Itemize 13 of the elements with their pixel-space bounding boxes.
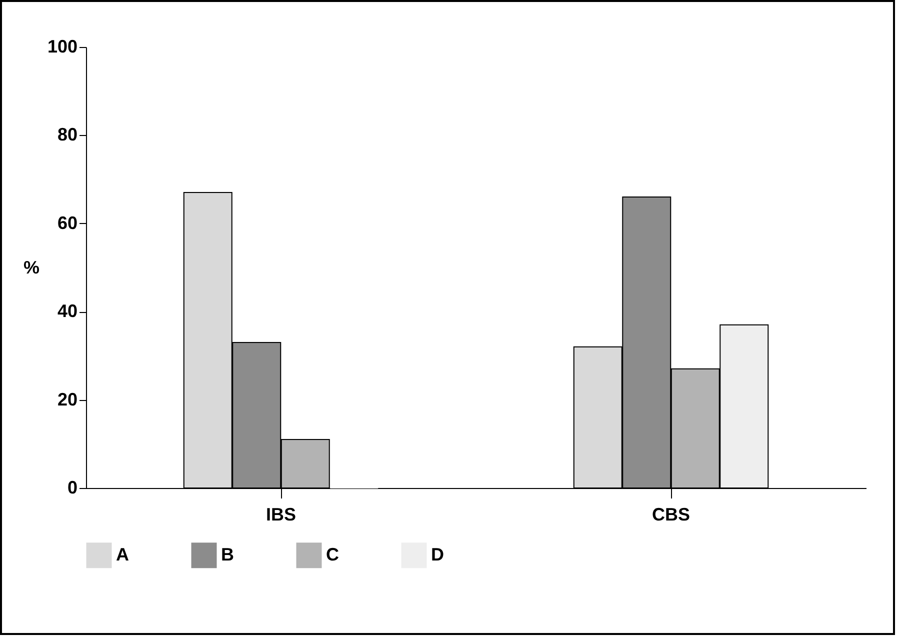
y-tick-label: 60	[57, 212, 78, 233]
x-tick-label: CBS	[652, 504, 690, 524]
y-tick-label: 20	[57, 389, 78, 410]
legend-label: C	[326, 544, 339, 564]
y-tick-label: 40	[57, 301, 78, 322]
legend-label: A	[116, 544, 129, 564]
y-axis-title: %	[23, 258, 40, 278]
y-tick-label: 80	[57, 124, 78, 145]
y-tick-label: 100	[47, 36, 78, 56]
x-tick-label: IBS	[266, 504, 296, 524]
legend-label: B	[221, 544, 234, 564]
y-tick-label: 0	[67, 478, 78, 498]
legend-label: D	[431, 544, 444, 564]
